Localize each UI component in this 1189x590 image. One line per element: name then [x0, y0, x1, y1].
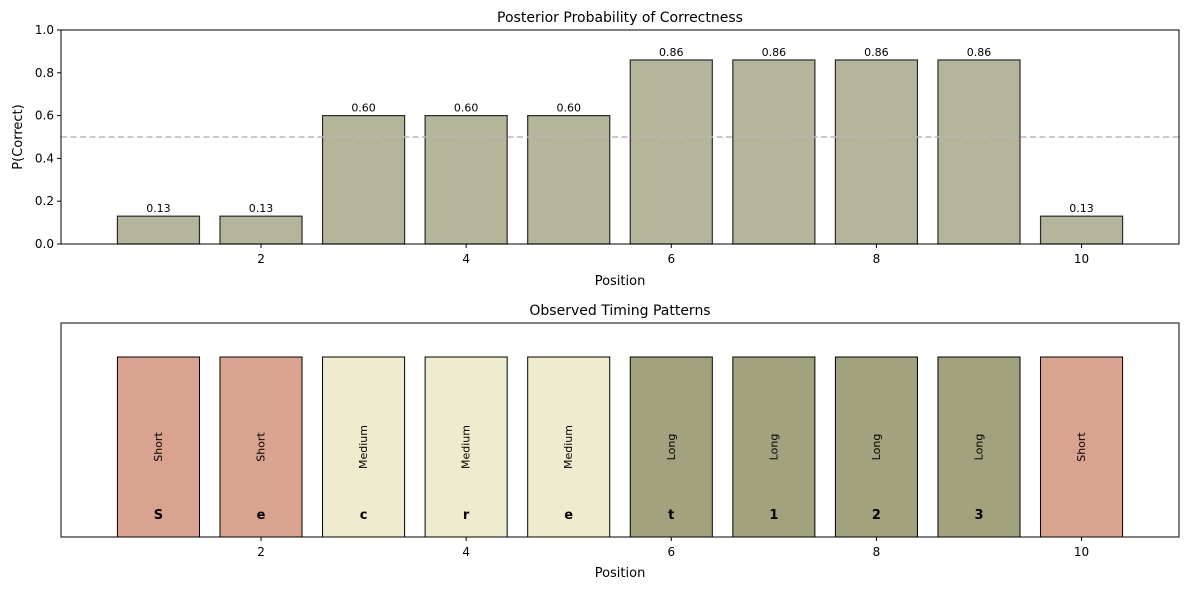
timing-label: Medium	[460, 425, 473, 469]
timing-bar	[527, 356, 611, 538]
x-tick-label: 2	[257, 545, 265, 559]
y-tick-label: 0.8	[35, 66, 54, 80]
timing-label: Medium	[562, 425, 575, 469]
character-label: 1	[769, 508, 778, 523]
timing-bar	[937, 356, 1021, 538]
bar	[321, 114, 406, 245]
data-label: 0.86	[659, 46, 684, 59]
timing-label: Long	[972, 434, 985, 461]
y-tick-label: 0.6	[35, 109, 54, 123]
data-label: 0.60	[454, 102, 479, 115]
x-tick-label: 6	[667, 545, 675, 559]
data-label: 0.86	[864, 46, 889, 59]
timing-label: Short	[1075, 432, 1088, 462]
y-tick-label: 0.2	[35, 194, 54, 208]
character-label: e	[257, 508, 266, 523]
x-tick-label: 8	[873, 252, 881, 266]
timing-label: Short	[255, 432, 268, 462]
character-label: t	[668, 508, 674, 523]
plot-frame	[60, 322, 1180, 538]
plot-area: 0.13 0.130.60 0.60 0.600.86 0.86 0.86 0.860.13…	[35, 23, 1180, 266]
x-tick-label: 4	[462, 252, 470, 266]
character-label: r	[463, 508, 470, 523]
bar	[116, 215, 201, 245]
timing-bar	[834, 356, 918, 538]
x-axis-label: Position	[595, 566, 646, 581]
timing-label: Long	[665, 434, 678, 461]
timing-chart: Observed Timing Patterns Position ShortS…	[60, 303, 1180, 581]
data-label: 0.13	[249, 202, 274, 215]
timing-label: Short	[152, 432, 165, 462]
data-label: 0.13	[1069, 202, 1094, 215]
character-label: c	[360, 508, 368, 523]
data-label: 0.13	[146, 202, 171, 215]
bar	[1039, 215, 1124, 245]
bar	[937, 59, 1021, 245]
bar	[424, 114, 508, 245]
y-tick-label: 1.0	[35, 23, 54, 37]
chart-title: Observed Timing Patterns	[529, 303, 710, 319]
character-label: 2	[872, 508, 881, 523]
data-label: 0.60	[556, 102, 581, 115]
bar	[527, 114, 611, 245]
character-label: e	[564, 508, 573, 523]
plot-frame	[60, 29, 1180, 245]
bar	[219, 215, 303, 245]
y-tick-label: 0.4	[35, 151, 54, 165]
timing-bar	[732, 356, 816, 538]
data-label: 0.60	[351, 102, 376, 115]
timing-bar	[322, 356, 406, 538]
x-tick-label: 2	[257, 252, 265, 266]
x-tick-label: 10	[1074, 545, 1089, 559]
x-tick-label: 10	[1074, 252, 1089, 266]
timing-label: Long	[870, 434, 883, 461]
timing-label: Long	[767, 434, 780, 461]
timing-bar	[1040, 356, 1124, 538]
data-label: 0.86	[762, 46, 787, 59]
bar	[834, 59, 919, 245]
timing-bar	[116, 356, 200, 538]
character-label: 3	[974, 508, 983, 523]
x-tick-label: 8	[873, 545, 881, 559]
data-label: 0.86	[967, 46, 992, 59]
bar	[732, 59, 816, 245]
x-tick-label: 4	[462, 545, 470, 559]
y-axis-label: P(Correct)	[11, 104, 26, 169]
chart-title: Posterior Probability of Correctness	[497, 10, 743, 26]
timing-bar	[219, 356, 303, 538]
character-label: S	[154, 508, 163, 523]
bar	[629, 59, 713, 245]
posterior-chart: Posterior Probability of Correctness P(C…	[11, 10, 1180, 289]
timing-label: Medium	[357, 425, 370, 469]
x-axis-label: Position	[595, 274, 646, 289]
plot-area: Short S Short e Medium c Medium r Medium e Long t Lo…	[60, 322, 1180, 559]
x-tick-label: 6	[667, 252, 675, 266]
y-tick-label: 0.0	[35, 237, 54, 251]
